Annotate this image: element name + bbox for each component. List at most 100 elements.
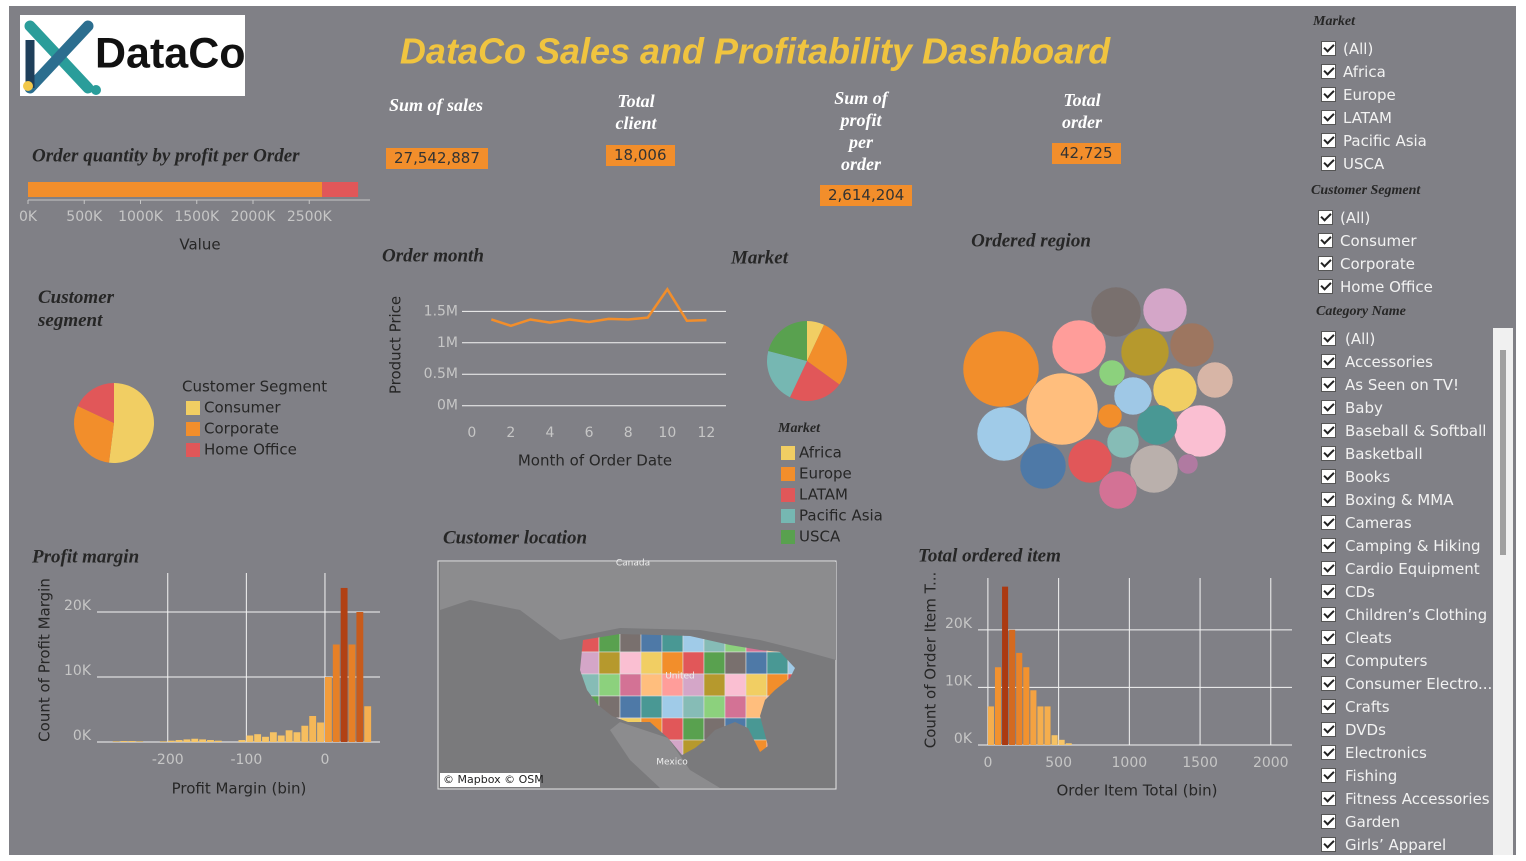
checkbox[interactable] xyxy=(1321,469,1336,484)
filter-item[interactable]: Africa xyxy=(1343,63,1386,81)
checkbox[interactable] xyxy=(1321,584,1336,599)
filter-item[interactable]: LATAM xyxy=(1343,109,1392,127)
filter-item[interactable]: Cardio Equipment xyxy=(1345,560,1480,578)
filter-item[interactable]: Baseball & Softball xyxy=(1345,422,1487,440)
filter-item[interactable]: Fitness Accessories xyxy=(1345,790,1490,808)
filter-item[interactable]: Pacific Asia xyxy=(1343,132,1427,150)
checkbox[interactable] xyxy=(1318,210,1333,225)
filter-item[interactable]: (All) xyxy=(1345,330,1376,348)
filter-item[interactable]: Boxing & MMA xyxy=(1345,491,1454,509)
bubble xyxy=(962,330,1040,408)
checkbox[interactable] xyxy=(1318,256,1333,271)
filter-item[interactable]: Electronics xyxy=(1345,744,1427,762)
filter-item[interactable]: (All) xyxy=(1340,209,1371,227)
bubble xyxy=(1152,367,1198,413)
filter-item[interactable]: Computers xyxy=(1345,652,1428,670)
checkbox[interactable] xyxy=(1321,538,1336,553)
checkbox[interactable] xyxy=(1321,423,1336,438)
map-state xyxy=(619,695,642,719)
filter-item[interactable]: Basketball xyxy=(1345,445,1423,463)
checkbox[interactable] xyxy=(1321,377,1336,392)
filter-item[interactable]: Cameras xyxy=(1345,514,1412,532)
checkbox[interactable] xyxy=(1318,233,1333,248)
filter-item[interactable]: CDs xyxy=(1345,583,1375,601)
filter-item[interactable]: Children’s Clothing xyxy=(1345,606,1488,624)
filter-item[interactable]: Fishing xyxy=(1345,767,1398,785)
legend-swatch xyxy=(781,530,795,544)
filter-item[interactable]: Home Office xyxy=(1340,278,1433,296)
filter-item[interactable]: Accessories xyxy=(1345,353,1433,371)
histogram-bar xyxy=(1023,667,1030,745)
y-tick-label: 10K xyxy=(64,663,92,679)
filter-item[interactable]: Crafts xyxy=(1345,698,1390,716)
checkbox[interactable] xyxy=(1321,561,1336,576)
filter-item[interactable]: Cleats xyxy=(1345,629,1392,647)
checkbox[interactable] xyxy=(1321,837,1336,852)
map-state xyxy=(745,651,768,675)
checkbox[interactable] xyxy=(1321,446,1336,461)
checkbox[interactable] xyxy=(1321,87,1336,102)
attribution-box xyxy=(440,773,540,787)
filter-item[interactable]: USCA xyxy=(1343,155,1385,173)
bubble xyxy=(1098,470,1138,510)
checkbox[interactable] xyxy=(1321,133,1336,148)
filter-item[interactable]: Camping & Hiking xyxy=(1345,537,1481,555)
checkbox[interactable] xyxy=(1321,814,1336,829)
checkbox[interactable] xyxy=(1321,699,1336,714)
filter-item[interactable]: As Seen on TV! xyxy=(1345,376,1459,394)
checkbox[interactable] xyxy=(1321,722,1336,737)
bubble xyxy=(1136,404,1178,446)
checkbox[interactable] xyxy=(1321,110,1336,125)
histogram-bar xyxy=(175,740,183,742)
scrollbar-thumb[interactable] xyxy=(1500,350,1506,555)
checkbox[interactable] xyxy=(1318,279,1333,294)
checkbox[interactable] xyxy=(1321,515,1336,530)
x-tick-label: 2500K xyxy=(287,209,333,225)
filter-item[interactable]: DVDs xyxy=(1345,721,1386,739)
histogram-bar xyxy=(262,736,269,742)
scrollbar[interactable] xyxy=(1493,328,1513,855)
filter-title: Customer Segment xyxy=(1311,183,1421,198)
pie-slice xyxy=(807,324,847,385)
x-tick-label: 2 xyxy=(506,425,515,441)
checkbox[interactable] xyxy=(1321,630,1336,645)
checkbox[interactable] xyxy=(1321,331,1336,346)
checkbox[interactable] xyxy=(1321,676,1336,691)
x-axis-title: Profit Margin (bin) xyxy=(172,780,307,798)
x-tick-label: -100 xyxy=(230,752,262,768)
checkbox[interactable] xyxy=(1321,768,1336,783)
histogram-bar xyxy=(199,739,207,742)
filter-item[interactable]: Consumer xyxy=(1340,232,1417,250)
filter-item[interactable]: (All) xyxy=(1343,40,1374,58)
filter-item[interactable]: Garden xyxy=(1345,813,1400,831)
map-state xyxy=(619,673,642,697)
checkbox[interactable] xyxy=(1321,400,1336,415)
checkbox[interactable] xyxy=(1321,64,1336,79)
y-tick-label: 20K xyxy=(64,598,92,614)
filter-item[interactable]: Girls’ Apparel xyxy=(1345,836,1447,854)
checkbox[interactable] xyxy=(1321,41,1336,56)
filter-item[interactable]: Corporate xyxy=(1340,255,1415,273)
filter-item[interactable]: Baby xyxy=(1345,399,1383,417)
checkbox[interactable] xyxy=(1321,156,1336,171)
map-state xyxy=(724,651,747,675)
checkbox[interactable] xyxy=(1321,354,1336,369)
filter-item[interactable]: Consumer Electro... xyxy=(1345,675,1493,693)
chart-title: Order quantity by profit per Order xyxy=(32,145,300,166)
pie-slice xyxy=(108,383,154,463)
x-tick-label: 0K xyxy=(19,209,38,225)
bubble xyxy=(1129,444,1179,494)
checkbox[interactable] xyxy=(1321,791,1336,806)
histogram-bar xyxy=(994,667,1002,745)
legend-label: Pacific Asia xyxy=(799,507,883,525)
bubble xyxy=(1051,319,1107,375)
checkbox[interactable] xyxy=(1321,653,1336,668)
map-state xyxy=(682,695,705,719)
filter-item[interactable]: Europe xyxy=(1343,86,1396,104)
histogram-bar xyxy=(269,732,277,742)
filter-item[interactable]: Books xyxy=(1345,468,1391,486)
checkbox[interactable] xyxy=(1321,492,1336,507)
checkbox[interactable] xyxy=(1321,607,1336,622)
chart-title: Ordered region xyxy=(971,230,1091,251)
checkbox[interactable] xyxy=(1321,745,1336,760)
